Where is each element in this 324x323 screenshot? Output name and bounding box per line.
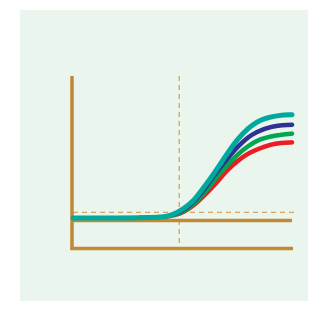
amplification-chart: [20, 10, 308, 301]
axes: [70, 76, 293, 251]
series-line-1: [70, 112, 295, 221]
chart-background: [20, 10, 308, 301]
chart-panel: [20, 10, 308, 301]
series-lines: [70, 112, 295, 221]
